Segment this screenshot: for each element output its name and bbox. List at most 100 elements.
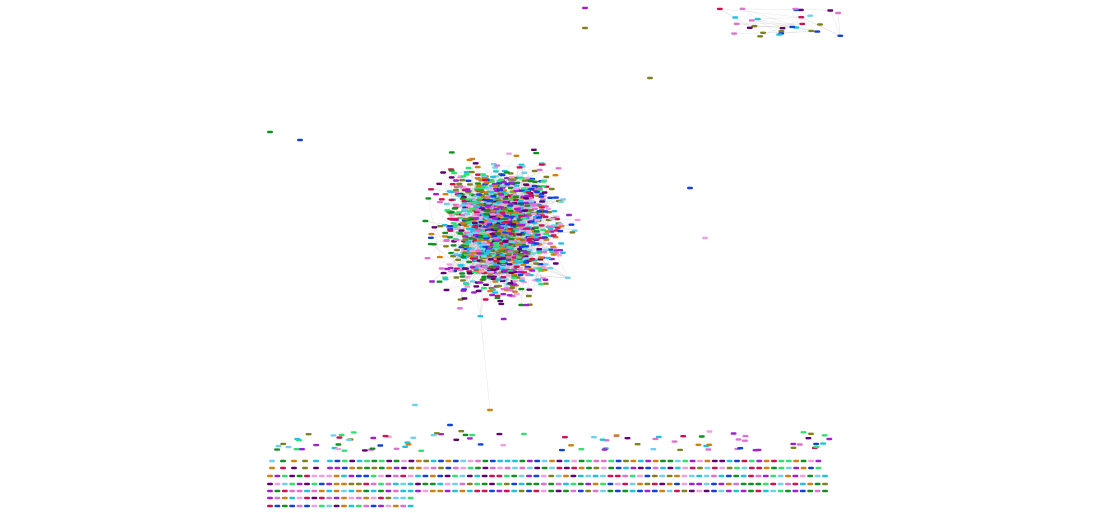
graph-node [485,205,491,208]
graph-node [498,178,505,181]
isolated-node [475,459,481,463]
graph-edge [837,12,841,36]
graph-edge [742,8,801,11]
isolated-node [341,504,347,508]
isolated-node [386,466,393,470]
isolated-node [496,489,503,493]
graph-node [499,246,506,249]
isolated-node [503,489,510,493]
isolated-node [458,430,465,433]
graph-node [513,184,520,187]
isolated-node [555,474,562,478]
graph-node [297,138,303,142]
graph-node [460,289,467,292]
graph-node [480,243,487,246]
isolated-node [815,466,822,470]
graph-node [778,30,785,33]
graph-node [527,241,534,244]
isolated-node [785,459,792,463]
graph-node [534,190,540,193]
graph-node [502,200,509,204]
isolated-node [437,489,444,493]
graph-edge [830,10,841,36]
graph-node [517,247,524,251]
graph-node [457,264,464,267]
isolated-node [467,466,474,470]
graph-node [526,288,533,291]
graph-node [555,167,562,170]
isolated-node [402,445,409,448]
isolated-node [704,466,711,470]
isolated-node [415,466,422,470]
isolated-node [291,459,297,463]
isolated-node [725,489,732,493]
graph-node [557,223,564,226]
graph-node [464,189,471,193]
graph-node [476,184,483,187]
isolated-node [622,482,629,486]
isolated-node [378,489,384,493]
isolated-node [296,482,303,486]
graph-node [536,267,543,270]
graph-node [529,257,536,261]
graph-node [516,270,523,274]
isolated-node [474,482,481,486]
graph-node [463,173,470,176]
graph-node [497,188,504,192]
isolated-node [711,474,717,478]
isolated-node [624,437,631,440]
isolated-node [296,474,303,478]
isolated-node [790,442,797,446]
isolated-node [762,474,769,478]
isolated-node [696,489,703,493]
graph-node [536,168,543,172]
isolated-node [363,496,370,500]
isolated-node [733,489,740,493]
graph-node [582,26,588,30]
graph-node [549,217,556,221]
isolated-node [740,489,747,493]
graph-node [474,177,481,180]
graph-node [524,265,531,269]
isolated-node [452,459,459,463]
isolated-node [512,466,518,470]
graph-node [441,224,448,227]
graph-node [739,7,746,10]
graph-node [500,317,507,321]
graph-node [425,197,432,200]
graph-node [496,201,502,204]
graph-node [523,303,530,307]
isolated-node [737,447,744,450]
graph-node [550,245,557,249]
graph-node [515,261,522,264]
graph-node [835,11,842,15]
isolated-node [267,504,273,508]
graph-node [582,6,588,10]
isolated-node [338,433,345,437]
isolated-node [540,474,547,478]
graph-node [465,198,472,201]
graph-node [424,257,431,260]
isolated-node [703,474,710,478]
isolated-node [361,449,368,452]
graph-node [500,293,507,296]
isolated-node [807,489,814,493]
graph-node [522,257,529,260]
graph-node [507,250,514,253]
graph-node [490,268,497,272]
graph-node [472,162,479,165]
graph-node [438,198,445,201]
isolated-node [311,504,318,508]
graph-node [534,219,541,222]
graph-node [422,219,429,223]
isolated-node [748,489,754,493]
graph-node [558,242,565,245]
graph-edge [503,250,557,320]
isolated-node [404,441,411,444]
isolated-node [667,466,674,470]
graph-node [519,221,526,224]
graph-node [552,262,559,265]
graph-node [512,263,519,267]
isolated-node [348,489,355,493]
graph-node [456,185,463,188]
